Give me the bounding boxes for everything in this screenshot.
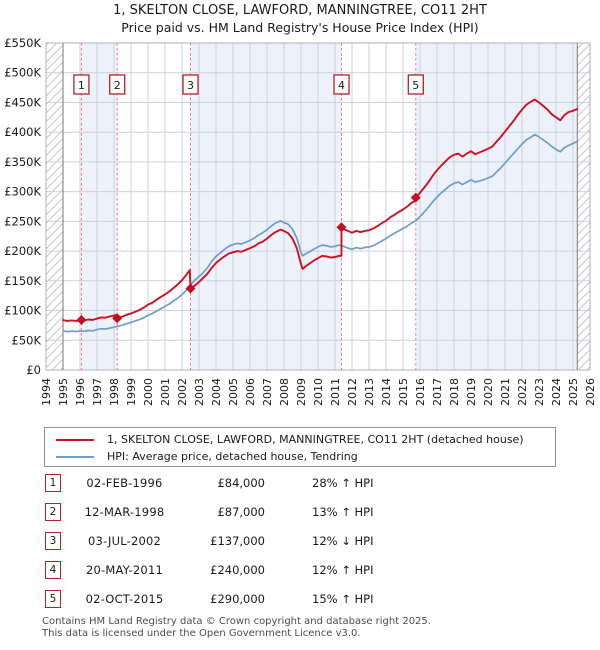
sale-hpi-delta: 28% ↑ HPI [312,476,374,490]
svg-text:£0: £0 [26,363,41,377]
svg-text:1995: 1995 [57,378,70,406]
svg-text:£200K: £200K [4,244,41,258]
svg-text:2001: 2001 [159,378,172,406]
sale-date: 02-OCT-2015 [85,592,164,606]
price-chart: 1 2 3 4 5 1994 1995 1996 1997 1998 1999 2000 2001 200… [4,36,597,406]
blue-line-sample [56,456,94,458]
sale-hpi-delta: 13% ↑ HPI [312,505,374,519]
sale-number-badge: 3 [45,532,61,550]
svg-text:2004: 2004 [210,378,223,406]
svg-text:2006: 2006 [244,378,257,406]
sale-date: 20-MAY-2011 [86,563,163,577]
sale-price: £240,000 [210,563,265,577]
svg-text:2005: 2005 [227,378,240,406]
svg-text:2015: 2015 [397,378,410,406]
svg-text:2013: 2013 [363,378,376,406]
svg-text:£150K: £150K [4,274,41,288]
svg-text:£300K: £300K [4,185,41,199]
svg-text:2019: 2019 [465,378,478,406]
sale-number-badge: 2 [45,503,61,521]
svg-text:2025: 2025 [567,378,580,406]
legend-label-price-paid: 1, SKELTON CLOSE, LAWFORD, MANNINGTREE, … [107,433,524,446]
chart-legend: 1, SKELTON CLOSE, LAWFORD, MANNINGTREE, … [44,427,556,467]
sale-date: 02-FEB-1996 [86,476,163,490]
svg-text:5: 5 [412,79,419,92]
sale-price: £137,000 [210,534,265,548]
svg-text:1994: 1994 [40,378,53,406]
svg-text:2011: 2011 [329,378,342,406]
legend-item-price-paid: 1, SKELTON CLOSE, LAWFORD, MANNINGTREE, … [45,431,555,448]
legend-item-hpi: HPI: Average price, detached house, Tend… [45,448,555,465]
transaction-row: 2 12-MAR-1998 £87,000 13% ↑ HPI [0,503,600,522]
svg-text:2012: 2012 [346,378,359,406]
sale-date: 03-JUL-2002 [87,534,162,548]
sale-number-badge: 1 [45,474,61,492]
transaction-row: 3 03-JUL-2002 £137,000 12% ↓ HPI [0,532,600,551]
svg-text:£450K: £450K [4,96,41,110]
svg-text:£100K: £100K [4,304,41,318]
sale-price: £87,000 [217,505,265,519]
svg-text:2018: 2018 [448,378,461,406]
sale-hpi-delta: 12% ↑ HPI [312,563,374,577]
sale-number-badge: 4 [45,561,61,579]
svg-text:2017: 2017 [431,378,444,406]
svg-text:1998: 1998 [108,378,121,406]
svg-text:2014: 2014 [380,378,393,406]
transaction-row: 1 02-FEB-1996 £84,000 28% ↑ HPI [0,474,600,493]
svg-text:4: 4 [338,79,345,92]
svg-text:1997: 1997 [91,378,104,406]
svg-text:2009: 2009 [295,378,308,406]
sale-hpi-delta: 15% ↑ HPI [312,592,374,606]
svg-text:2010: 2010 [312,378,325,406]
svg-text:2016: 2016 [414,378,427,406]
svg-text:2023: 2023 [533,378,546,406]
footer-line-1: Contains HM Land Registry data © Crown c… [42,616,431,627]
svg-text:£50K: £50K [12,333,42,347]
svg-text:2000: 2000 [142,378,155,406]
page-title: 1, SKELTON CLOSE, LAWFORD, MANNINGTREE, … [113,3,487,18]
sale-hpi-delta: 12% ↓ HPI [312,534,374,548]
sale-price: £290,000 [210,592,265,606]
transaction-row: 4 20-MAY-2011 £240,000 12% ↑ HPI [0,561,600,580]
legend-label-hpi: HPI: Average price, detached house, Tend… [107,450,358,463]
red-line-sample [56,439,94,441]
sale-date: 12-MAR-1998 [84,505,165,519]
svg-text:2020: 2020 [482,378,495,406]
svg-text:3: 3 [187,79,194,92]
svg-text:2008: 2008 [278,378,291,406]
svg-text:£350K: £350K [4,155,41,169]
svg-text:£250K: £250K [4,214,41,228]
footer-line-2: This data is licensed under the Open Gov… [42,627,361,639]
svg-text:£500K: £500K [4,66,41,80]
sale-number-badge: 5 [45,590,61,608]
svg-text:2002: 2002 [176,378,189,406]
svg-text:£400K: £400K [4,125,41,139]
page-subtitle: Price paid vs. HM Land Registry's House … [121,20,479,35]
svg-text:2024: 2024 [550,378,563,406]
svg-text:1999: 1999 [125,378,138,406]
svg-text:2: 2 [114,79,121,92]
svg-text:2022: 2022 [516,378,529,406]
license-footer: Contains HM Land Registry data © Crown c… [42,616,431,639]
svg-text:2026: 2026 [584,378,597,406]
svg-text:£550K: £550K [4,36,41,50]
svg-text:2021: 2021 [499,378,512,406]
svg-text:2003: 2003 [193,378,206,406]
sale-price: £84,000 [217,476,265,490]
transaction-row: 5 02-OCT-2015 £290,000 15% ↑ HPI [0,590,600,609]
svg-text:1996: 1996 [74,378,87,406]
svg-text:2007: 2007 [261,378,274,406]
svg-text:1: 1 [78,79,85,92]
